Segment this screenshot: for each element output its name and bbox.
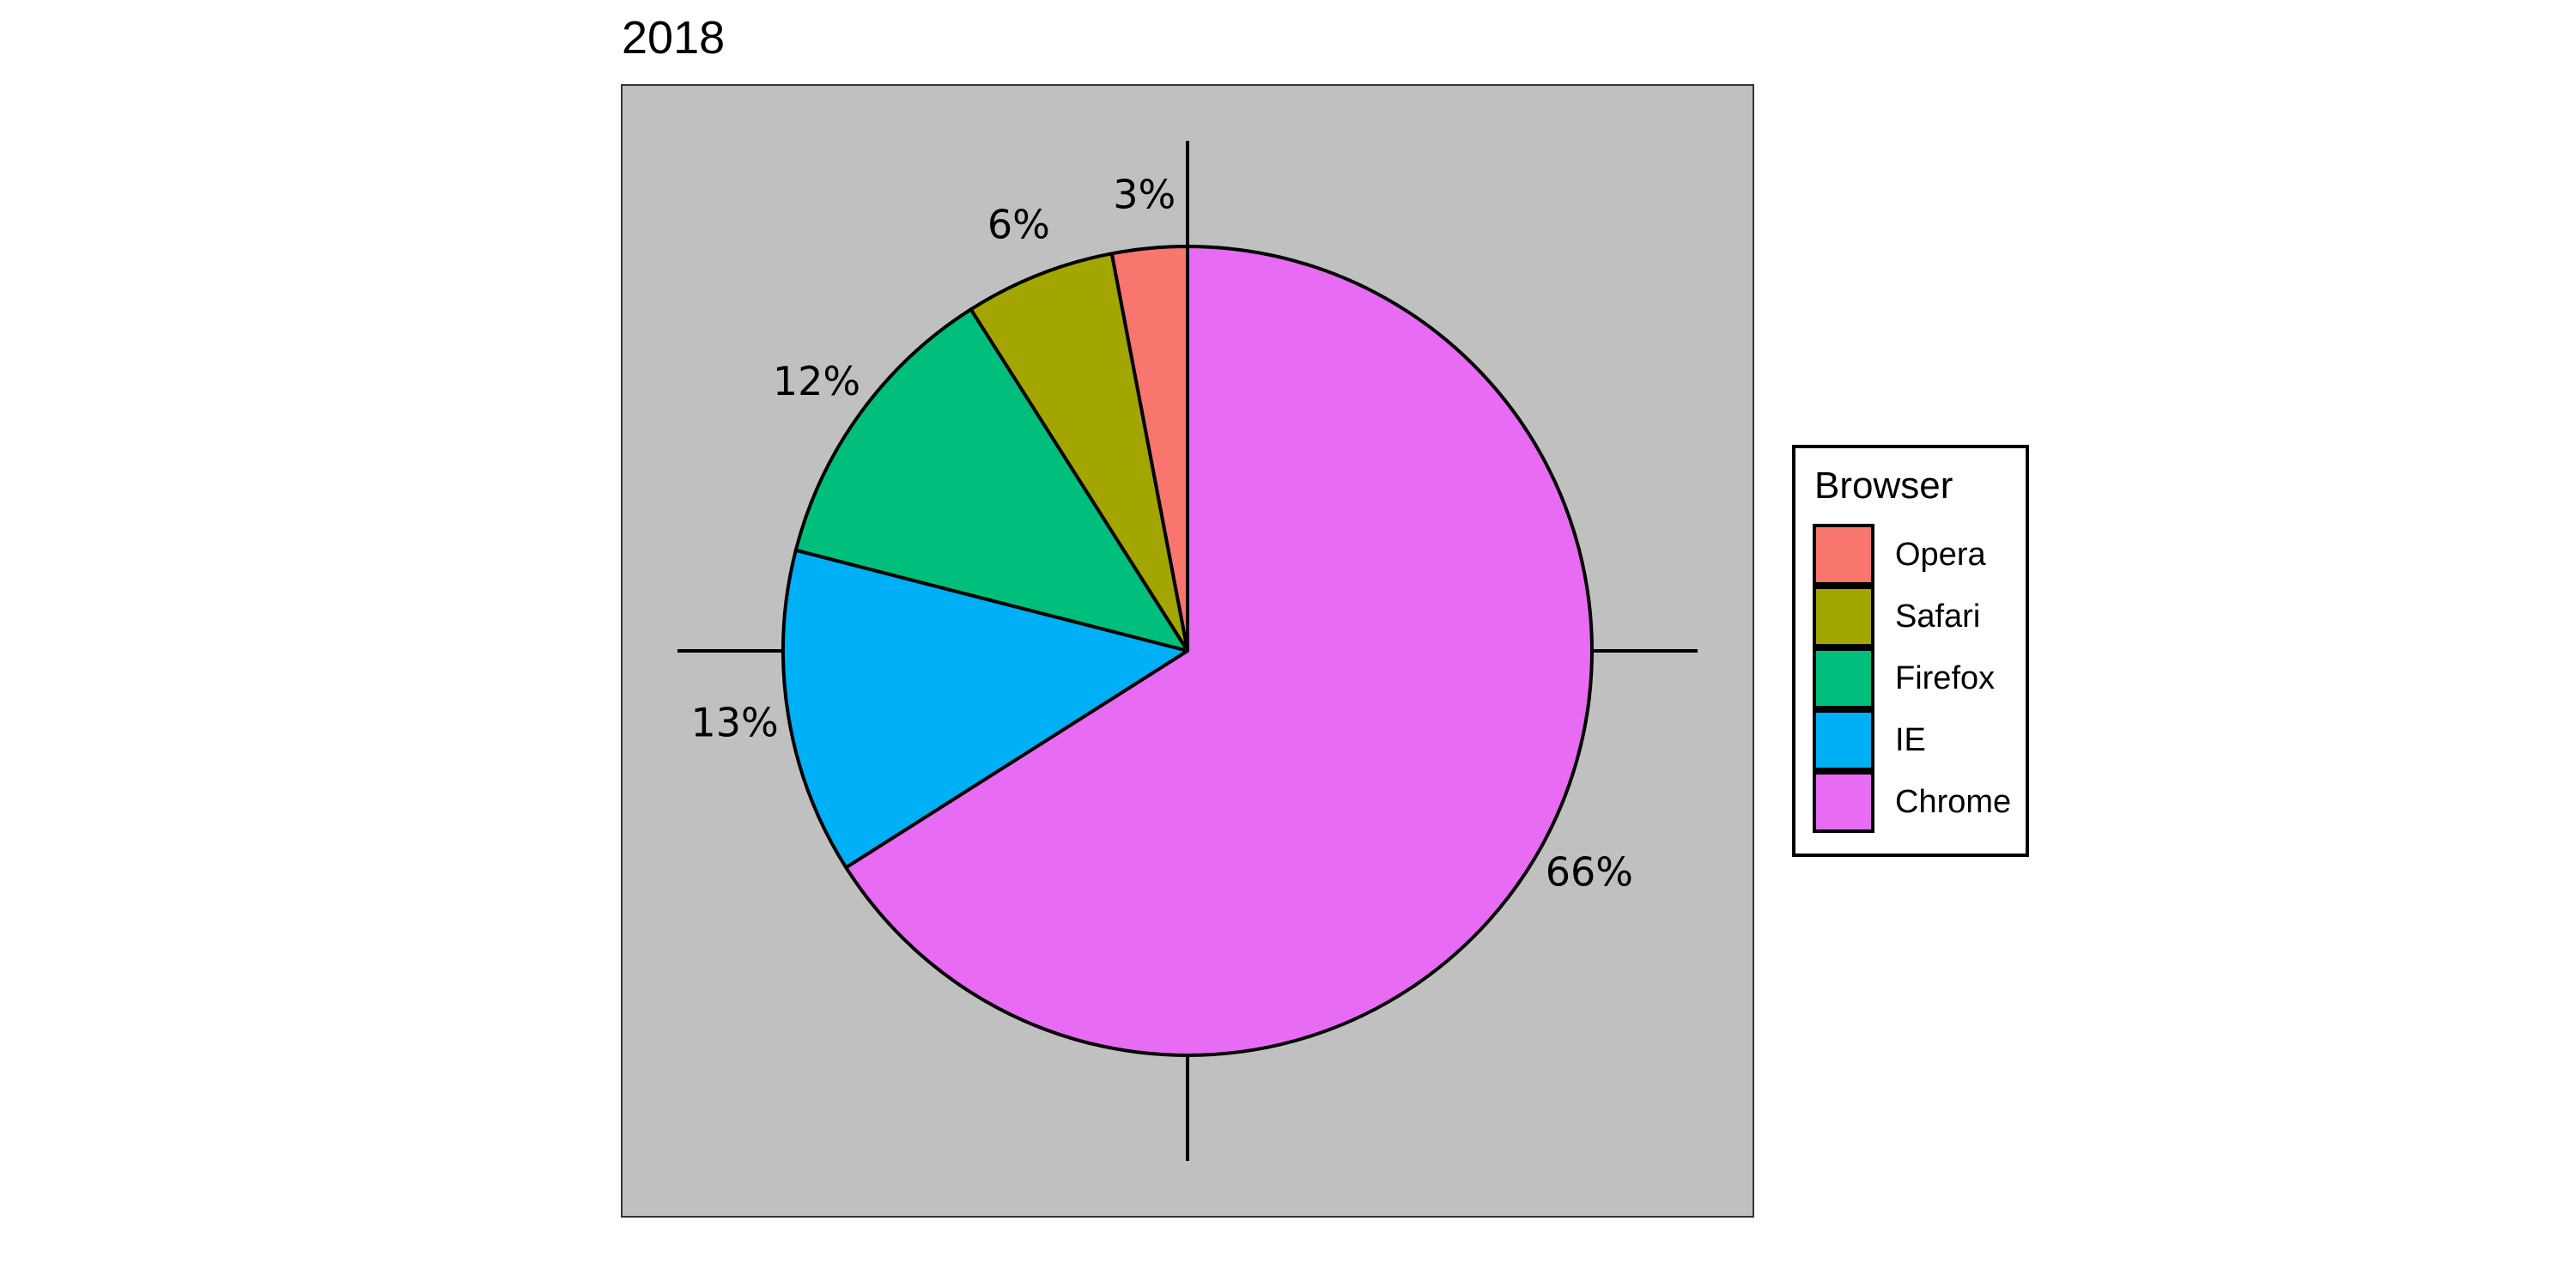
slice-label-opera: 3% [1113, 171, 1176, 217]
legend-label-ie: IE [1895, 722, 1926, 758]
legend-key-firefox [1813, 647, 1874, 709]
slice-value-labels: 3% 6% 12% 13% 66% [690, 171, 1633, 895]
legend-key-safari [1813, 586, 1874, 647]
legend-items: Opera Safari Firefox IE Chrome [1813, 524, 2011, 833]
slice-firefox [793, 307, 1189, 653]
legend-label-opera: Opera [1895, 537, 1986, 573]
legend-label-safari: Safari [1895, 598, 1980, 635]
slice-label-safari: 6% [987, 202, 1050, 248]
polar-axis-ticks [677, 141, 1698, 1161]
slice-chrome [844, 245, 1594, 1057]
slice-label-chrome: 66% [1546, 848, 1633, 895]
legend-key-chrome [1813, 771, 1874, 833]
legend-label-chrome: Chrome [1895, 784, 2011, 820]
slice-label-ie: 13% [690, 700, 778, 746]
pie-slices [781, 245, 1594, 1057]
legend-label-firefox: Firefox [1895, 660, 1995, 696]
slice-safari [969, 252, 1189, 653]
slice-ie [781, 548, 1189, 870]
legend: Browser Opera Safari Firefox IE Chrome [1792, 445, 2029, 857]
legend-title: Browser [1814, 465, 1953, 507]
legend-key-ie [1813, 709, 1874, 771]
chart-title: 2018 [622, 12, 725, 64]
slice-label-firefox: 12% [773, 358, 860, 404]
legend-key-opera [1813, 524, 1874, 586]
